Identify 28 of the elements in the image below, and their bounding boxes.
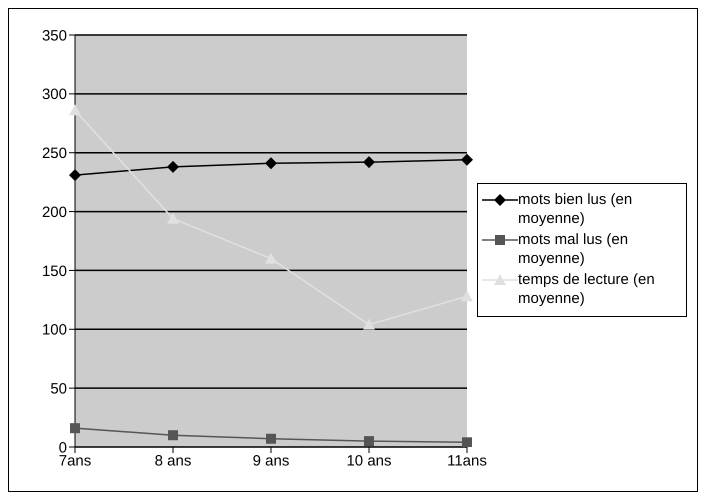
point — [363, 156, 375, 168]
x-tick-label: 10 ans — [346, 452, 392, 470]
point — [167, 212, 179, 224]
x-tick-label: 11ans — [447, 452, 487, 470]
y-tick-label: 200 — [42, 204, 67, 221]
legend-label: temps de lecture (en moyenne) — [518, 270, 656, 308]
x-tick-label: 9 ans — [252, 452, 290, 470]
legend-label: mots mal lus (en moyenne) — [518, 230, 630, 268]
point — [364, 436, 374, 446]
point — [167, 160, 179, 173]
point — [69, 169, 81, 182]
point — [462, 437, 472, 447]
point — [70, 423, 80, 434]
legend-label: mots bien lus (en moyenne) — [518, 190, 634, 228]
point — [266, 434, 276, 444]
y-tick-label: 100 — [42, 322, 67, 339]
y-tick-label: 150 — [42, 262, 67, 280]
x-tick-label: 8 ans — [154, 452, 192, 470]
point — [363, 318, 375, 330]
y-tick-label: 50 — [50, 380, 67, 398]
point — [265, 157, 277, 170]
point — [69, 104, 81, 116]
y-tick-label: 300 — [42, 86, 67, 104]
point — [461, 290, 473, 302]
point — [168, 430, 178, 440]
y-tick-label: 250 — [42, 145, 67, 162]
y-tick-label: 350 — [42, 27, 67, 44]
point — [461, 154, 473, 166]
